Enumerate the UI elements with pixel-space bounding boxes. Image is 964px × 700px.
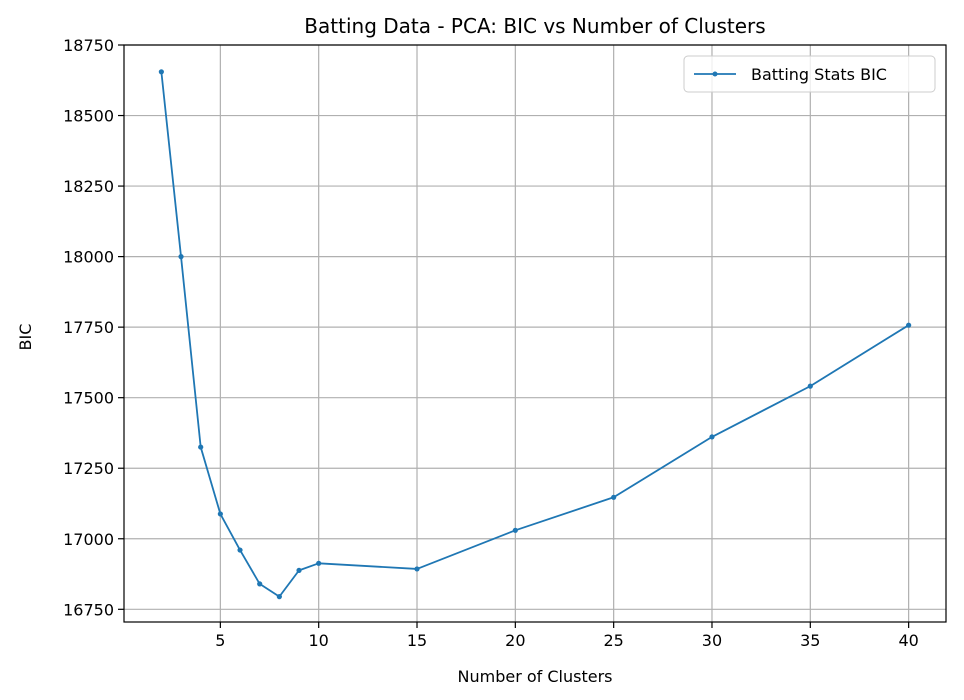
grid-lines xyxy=(124,44,946,622)
data-point xyxy=(611,494,617,500)
x-tick-label: 40 xyxy=(898,631,918,650)
y-tick-label: 18500 xyxy=(63,107,114,126)
x-tick-label: 25 xyxy=(603,631,623,650)
x-tick-label: 15 xyxy=(407,631,427,650)
y-tick-label: 18000 xyxy=(63,248,114,267)
x-tick-label: 20 xyxy=(505,631,525,650)
y-tick-label: 18250 xyxy=(63,177,114,196)
y-tick-label: 17500 xyxy=(63,389,114,408)
y-axis-label: BIC xyxy=(16,324,35,351)
x-axis-ticks: 5 10 15 20 25 30 35 40 xyxy=(215,622,919,650)
x-tick-label: 10 xyxy=(309,631,329,650)
legend-marker-sample xyxy=(712,71,718,77)
chart-title: Batting Data - PCA: BIC vs Number of Clu… xyxy=(304,14,765,38)
data-point xyxy=(709,434,715,440)
legend-box xyxy=(683,55,936,93)
data-point xyxy=(316,560,322,566)
y-axis-ticks: 16750 17000 17250 17500 17750 18000 18250 18500… xyxy=(63,36,124,619)
plot-frame xyxy=(123,44,947,623)
y-tick-label: 16750 xyxy=(63,600,114,619)
x-axis-label: Number of Clusters xyxy=(458,667,613,686)
data-point xyxy=(512,527,518,533)
data-point xyxy=(217,511,223,517)
data-point xyxy=(158,69,164,75)
series-line xyxy=(160,71,910,598)
y-tick-label: 17750 xyxy=(63,318,114,337)
y-tick-label: 17250 xyxy=(63,459,114,478)
data-point xyxy=(257,581,263,587)
axes xyxy=(123,44,947,623)
x-tick-label: 5 xyxy=(215,631,225,650)
y-tick-label: 17000 xyxy=(63,530,114,549)
data-point xyxy=(198,444,204,450)
x-tick-label: 35 xyxy=(800,631,820,650)
data-point xyxy=(807,383,813,389)
data-point xyxy=(296,567,302,573)
y-tick-label: 18750 xyxy=(63,36,114,55)
legend: Batting Stats BIC xyxy=(683,55,936,93)
data-point xyxy=(414,566,420,572)
data-point xyxy=(276,594,282,600)
data-point xyxy=(906,322,912,328)
legend-label: Batting Stats BIC xyxy=(751,65,887,84)
data-point xyxy=(178,254,184,260)
data-point xyxy=(237,547,243,553)
series-layer xyxy=(158,69,912,600)
x-tick-label: 30 xyxy=(702,631,722,650)
